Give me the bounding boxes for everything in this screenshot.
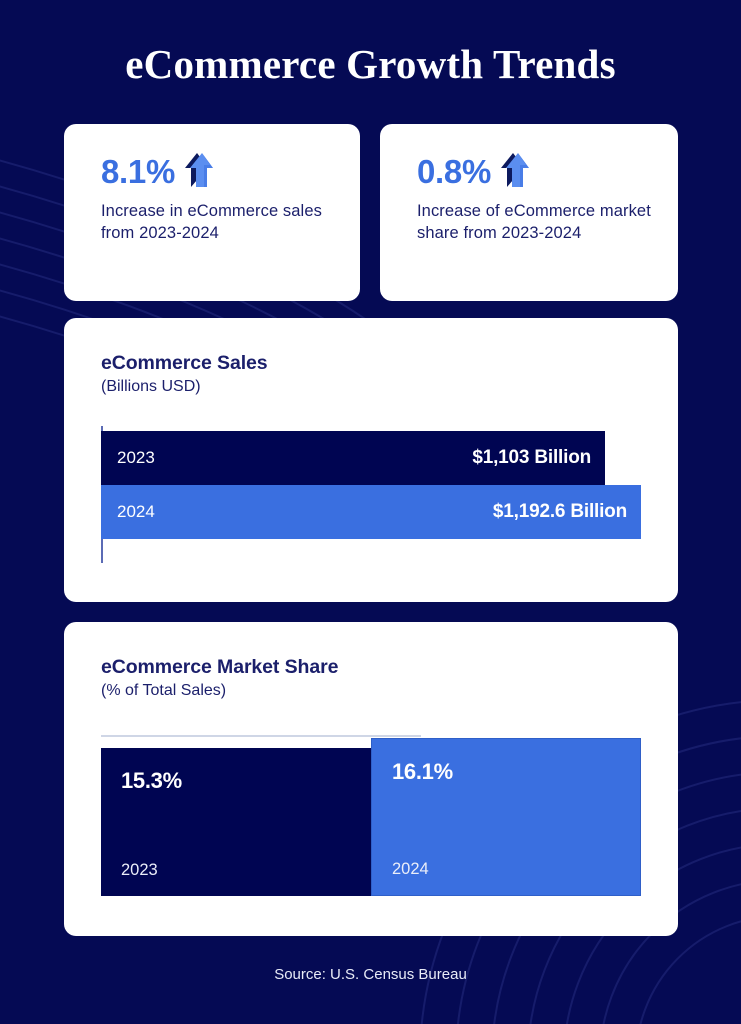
stat-value-row: 0.8% — [417, 152, 652, 190]
column-value-label: 15.3% — [121, 768, 182, 793]
bar-label-year: 2024 — [117, 502, 155, 521]
source-attribution: Source: U.S. Census Bureau — [274, 966, 467, 983]
bar-label-year: 2023 — [117, 448, 155, 467]
bar-2024: 2024 $1,192.6 Billion — [101, 485, 641, 539]
chart-title: eCommerce Sales — [101, 352, 268, 374]
bar-value-label: $1,192.6 Billion — [492, 501, 627, 522]
column-value-label: 16.1% — [392, 759, 453, 784]
up-arrow-icon — [185, 153, 214, 187]
stat-card-sales-growth: 8.1% Increase in eCommerce sales from 20… — [64, 124, 360, 301]
chart-body: eCommerce Sales (Billions USD) 2023 $1,1… — [64, 318, 678, 602]
bar-value-label: $1,103 Billion — [472, 447, 591, 468]
column-label-year: 2023 — [121, 861, 158, 879]
chart-body: eCommerce Market Share (% of Total Sales… — [64, 622, 678, 936]
ecommerce-sales-chart-card: eCommerce Sales (Billions USD) 2023 $1,1… — [64, 318, 678, 602]
stat-value: 0.8% — [417, 152, 492, 190]
up-arrow-icon — [501, 153, 530, 187]
stat-value-row: 8.1% — [101, 152, 334, 190]
chart-axis-line — [101, 735, 421, 737]
ecommerce-market-share-chart-card: eCommerce Market Share (% of Total Sales… — [64, 622, 678, 936]
bar-2023: 2023 $1,103 Billion — [101, 431, 605, 485]
stat-value: 8.1% — [101, 152, 176, 190]
column-2023: 15.3% 2023 — [101, 748, 371, 896]
stat-card-market-share-growth: 0.8% Increase of eCommerce market share … — [380, 124, 678, 301]
stat-description: Increase of eCommerce market share from … — [417, 202, 651, 242]
column-2024: 16.1% 2024 — [371, 738, 641, 896]
chart-subtitle: (% of Total Sales) — [101, 682, 227, 699]
chart-subtitle: (Billions USD) — [101, 378, 201, 395]
chart-title: eCommerce Market Share — [101, 656, 339, 678]
stat-description: Increase in eCommerce sales from 2023-20… — [101, 202, 322, 242]
column-label-year: 2024 — [392, 860, 429, 878]
page-title: eCommerce Growth Trends — [125, 41, 616, 87]
